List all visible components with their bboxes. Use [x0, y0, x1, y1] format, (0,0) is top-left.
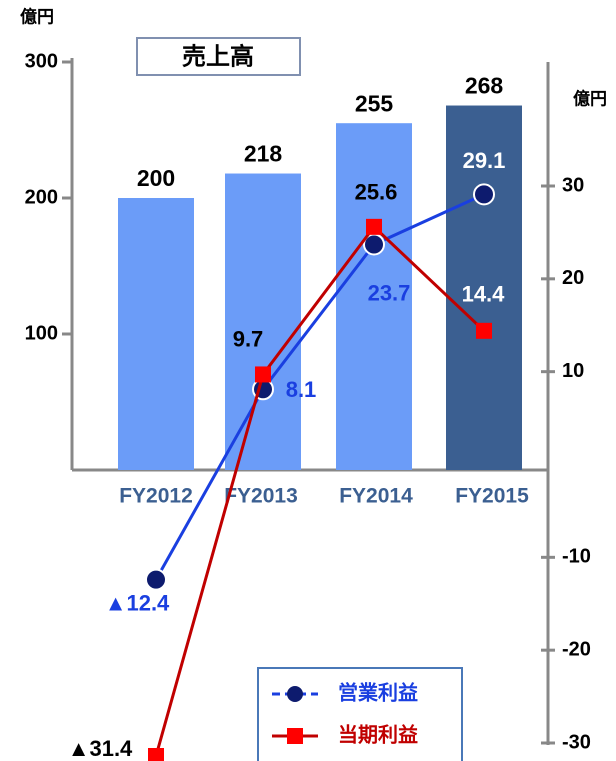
- marker: [366, 218, 382, 235]
- value-label: ▲12.4: [105, 590, 170, 615]
- legend-label: 当期利益: [338, 722, 418, 746]
- value-label: ▲31.4: [68, 736, 133, 761]
- y2-tick-label: -20: [562, 638, 591, 660]
- right-unit: 億円: [573, 88, 607, 108]
- y-tick-label: 100: [25, 322, 58, 344]
- legend-box: [257, 667, 463, 761]
- x-tick-label: FY2013: [224, 485, 298, 508]
- x-tick-label: FY2015: [455, 485, 529, 508]
- legend-marker: [287, 728, 303, 744]
- value-label: 23.7: [368, 280, 411, 305]
- left-unit: 億円: [20, 6, 54, 26]
- bar: [446, 105, 522, 471]
- y2-tick-label: 30: [562, 174, 584, 196]
- value-label: 8.1: [286, 377, 317, 402]
- y2-tick-label: 10: [562, 360, 584, 382]
- bar-value-label: 268: [465, 73, 504, 99]
- y-tick-label: 300: [25, 50, 58, 72]
- bar: [118, 198, 194, 470]
- bar-value-label: 218: [244, 141, 283, 167]
- marker: [145, 568, 167, 591]
- value-label: 9.7: [233, 326, 264, 351]
- bar: [336, 123, 412, 470]
- value-label: 14.4: [462, 282, 506, 307]
- bar-value-label: 200: [137, 165, 175, 191]
- title-box: [136, 37, 301, 76]
- y-tick-label: 200: [25, 186, 58, 208]
- x-tick-label: FY2014: [339, 485, 413, 508]
- value-label: 29.1: [463, 148, 506, 173]
- y2-tick-label: 20: [562, 267, 584, 289]
- legend-label: 営業利益: [338, 680, 418, 704]
- value-label: 25.6: [355, 180, 398, 205]
- marker: [473, 183, 495, 206]
- marker: [255, 366, 271, 383]
- marker: [148, 747, 164, 761]
- y2-tick-label: -10: [562, 546, 591, 568]
- bar: [225, 173, 301, 470]
- legend-marker: [287, 686, 303, 702]
- line: [154, 192, 485, 581]
- x-tick-label: FY2012: [119, 485, 193, 508]
- marker: [476, 322, 492, 339]
- line: [154, 224, 486, 757]
- bar-value-label: 255: [355, 90, 394, 116]
- y2-tick-label: -30: [562, 731, 591, 753]
- chart-title: 売上高: [182, 42, 254, 70]
